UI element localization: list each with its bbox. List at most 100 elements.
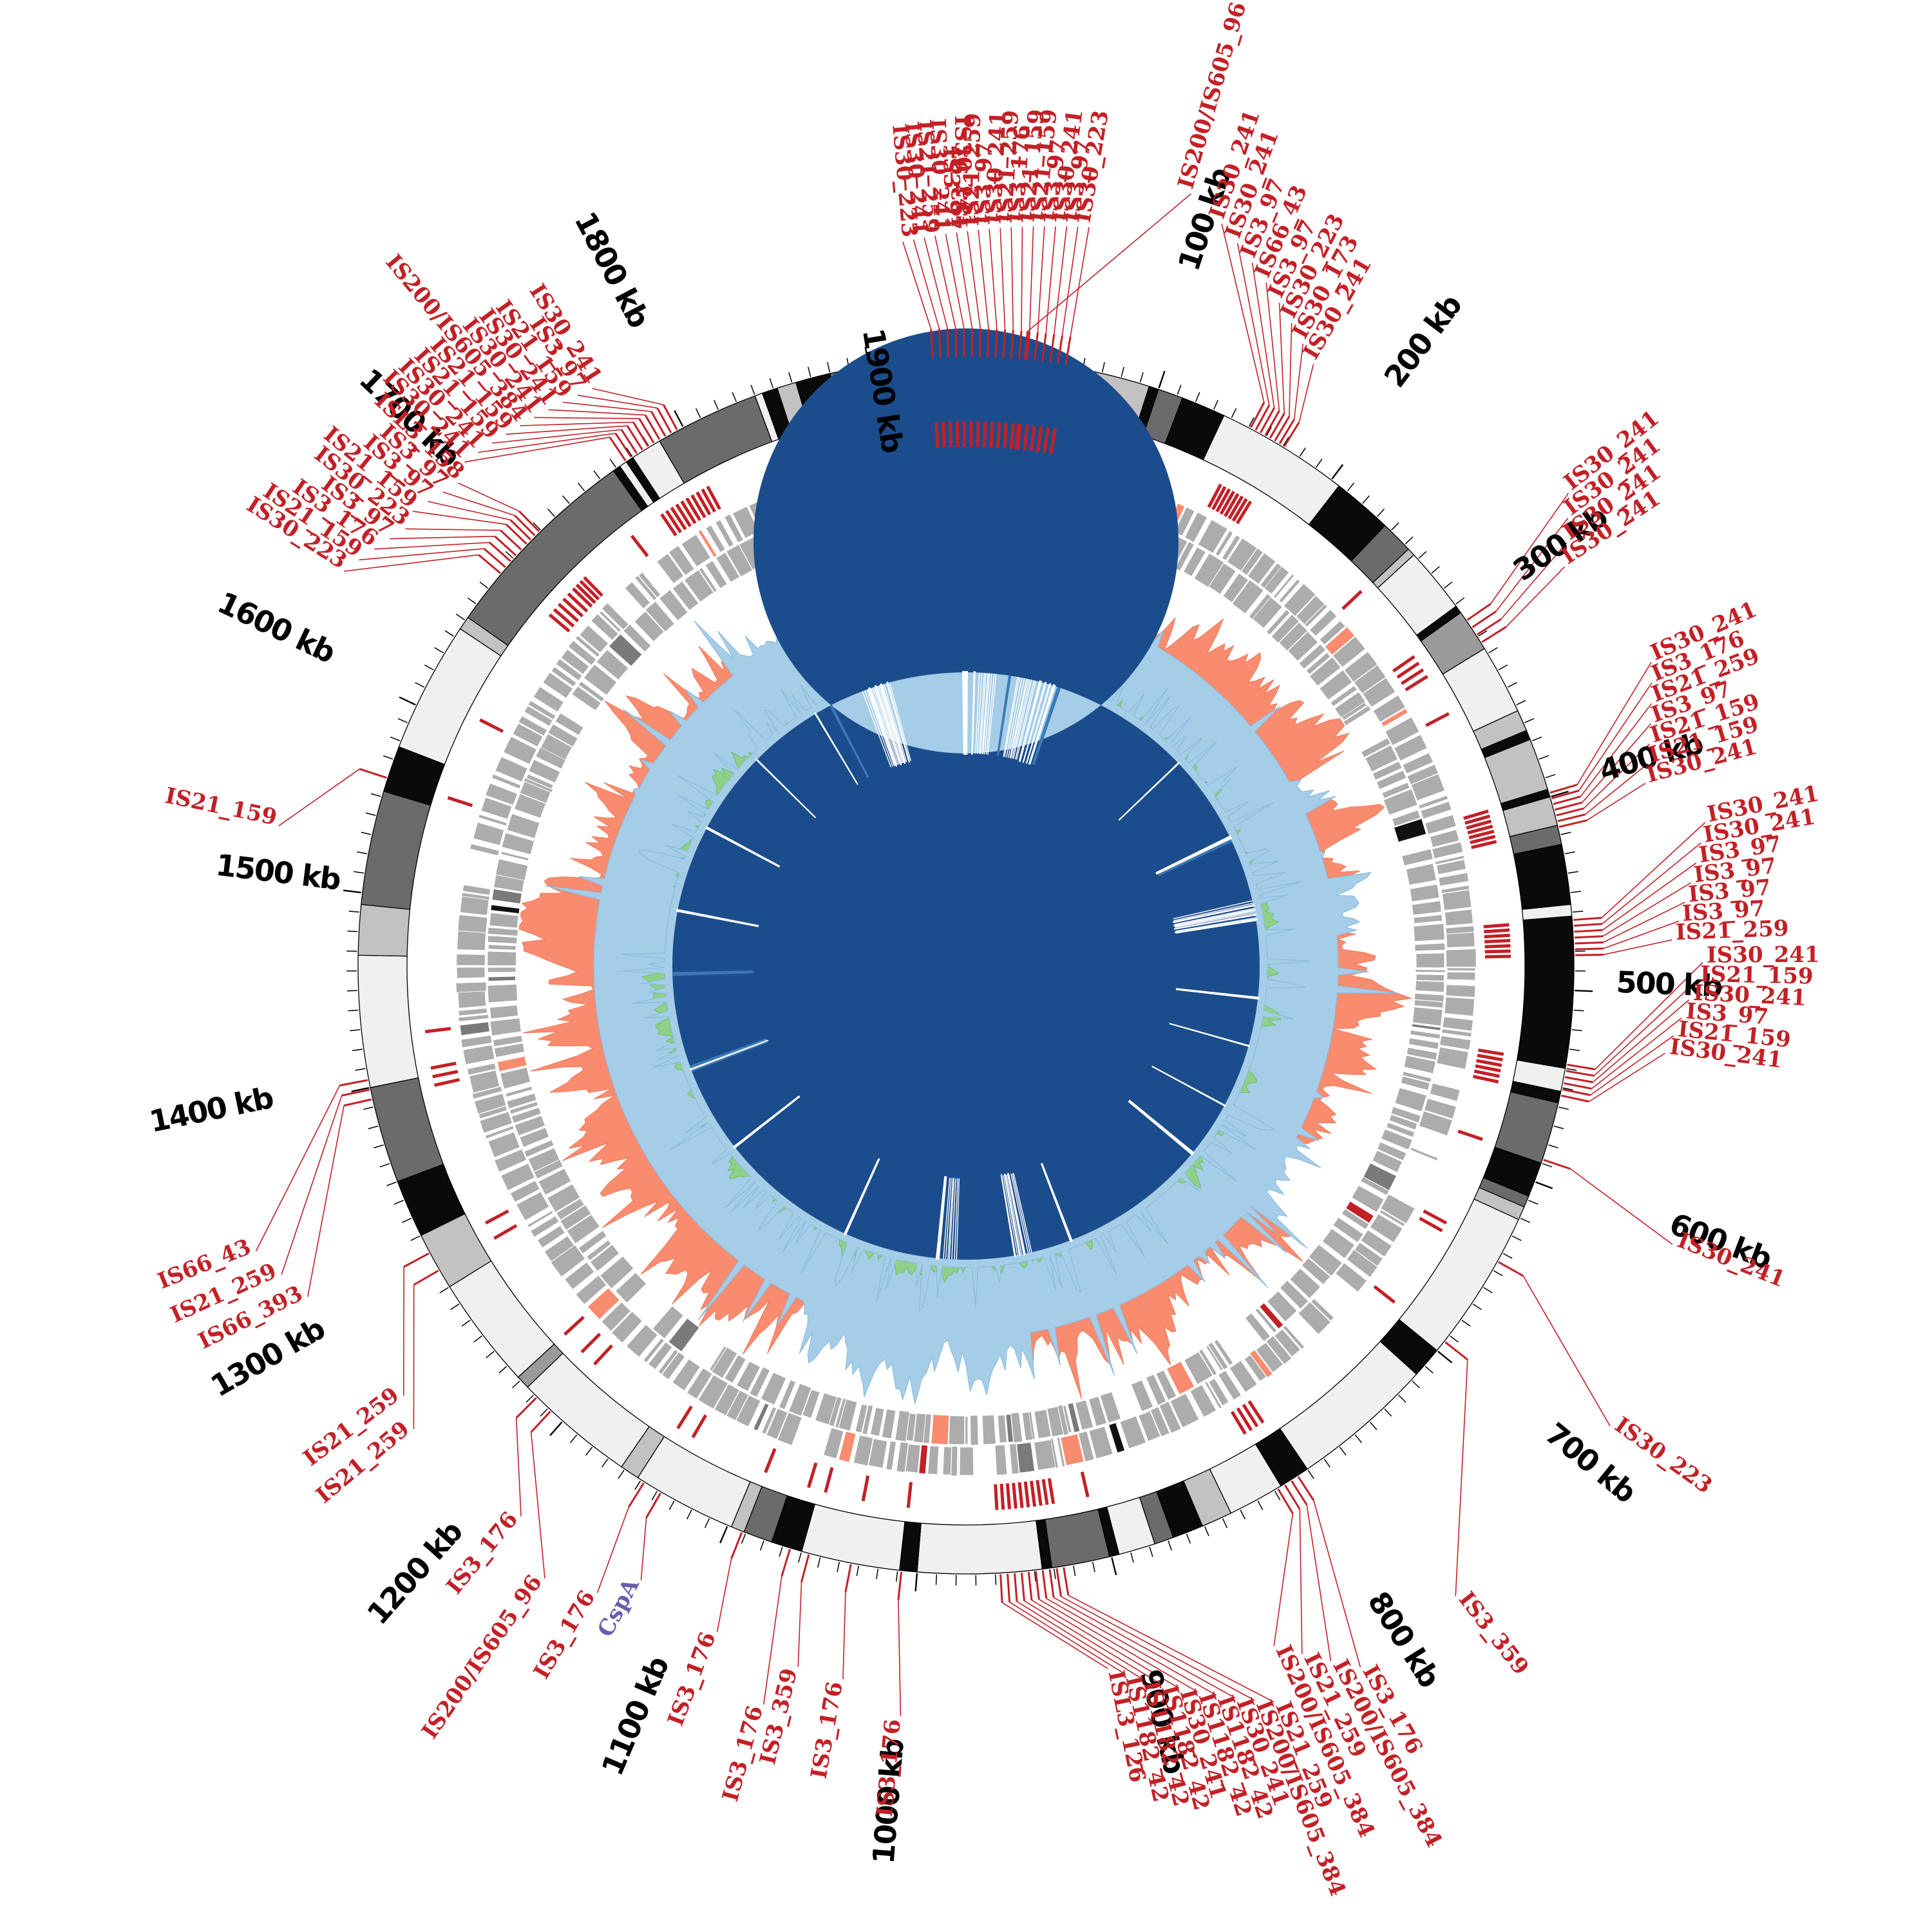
is-label-stem bbox=[1564, 1082, 1592, 1090]
gene-tile bbox=[493, 1036, 522, 1046]
gene-tile bbox=[681, 535, 710, 567]
navy-gap bbox=[935, 1176, 947, 1260]
gene-tile bbox=[1416, 953, 1444, 968]
is-label-leader bbox=[1591, 1018, 1682, 1090]
gene-tile bbox=[1391, 1107, 1421, 1122]
is-label-stem bbox=[626, 425, 643, 451]
gene-tile bbox=[1194, 553, 1224, 587]
tick bbox=[1516, 699, 1526, 706]
is-label-stem bbox=[800, 1554, 810, 1582]
gene-tile bbox=[490, 1018, 521, 1036]
gene-tile bbox=[1232, 580, 1264, 614]
gene-tile bbox=[724, 1355, 746, 1383]
is-inner-mark bbox=[999, 1483, 1005, 1510]
is-label-stem bbox=[1574, 929, 1603, 933]
gene-tile bbox=[1057, 1437, 1065, 1467]
is-label-leader bbox=[1010, 227, 1014, 330]
gene-tile bbox=[949, 1416, 965, 1444]
gene-tile bbox=[470, 844, 499, 856]
is-label-leader bbox=[1602, 862, 1697, 931]
gene-tile bbox=[1442, 1029, 1472, 1037]
tick bbox=[1443, 582, 1453, 589]
gene-tile bbox=[1279, 622, 1307, 650]
kb-tick-label: 200 kb bbox=[1377, 289, 1468, 393]
tick bbox=[424, 664, 434, 670]
tick bbox=[876, 1568, 879, 1580]
is-label-leader bbox=[1037, 226, 1045, 333]
is-label-stem bbox=[663, 404, 678, 430]
is-label-leader bbox=[1588, 1052, 1666, 1103]
gene-tile bbox=[458, 991, 486, 1009]
gene-tile bbox=[712, 1347, 737, 1378]
gene-tile bbox=[473, 822, 504, 846]
gene-tile bbox=[1245, 1313, 1271, 1341]
gene-tile bbox=[500, 1067, 531, 1089]
is-inner-mark bbox=[1211, 486, 1227, 511]
tick bbox=[410, 1235, 421, 1242]
gene-tile bbox=[1310, 610, 1337, 636]
contig-segment bbox=[800, 1503, 905, 1571]
kb-tick-label: 1400 kb bbox=[146, 1080, 276, 1139]
gene-tile bbox=[1447, 968, 1475, 971]
is-label-leader bbox=[1001, 1602, 1108, 1669]
is-label-stem bbox=[1014, 1573, 1018, 1602]
gene-tile bbox=[497, 1056, 527, 1072]
navy-gap bbox=[1118, 761, 1180, 821]
gene-tile bbox=[1299, 644, 1325, 669]
is-inner-mark bbox=[479, 718, 504, 734]
tick bbox=[379, 1163, 390, 1168]
tick bbox=[393, 1200, 404, 1205]
navy-hairline bbox=[951, 1178, 956, 1260]
tick bbox=[779, 1546, 783, 1557]
gene-tile bbox=[548, 724, 578, 747]
tick bbox=[1520, 1218, 1530, 1224]
gene-tile bbox=[1089, 1396, 1106, 1426]
gene-tile bbox=[698, 530, 717, 557]
tick bbox=[1405, 536, 1414, 545]
is-inner-mark bbox=[989, 421, 994, 448]
gene-tile bbox=[662, 1352, 685, 1379]
is-inner-mark bbox=[1468, 829, 1495, 840]
gene-tile bbox=[853, 1435, 873, 1466]
tick bbox=[512, 1380, 520, 1388]
is-label-stem bbox=[1027, 1571, 1033, 1600]
is-element-label: IS3_97 bbox=[947, 145, 973, 228]
gene-tile bbox=[737, 1361, 761, 1391]
gene-tile bbox=[634, 611, 664, 641]
is-inner-mark bbox=[1471, 840, 1497, 849]
tick bbox=[1240, 1510, 1245, 1520]
gene-tile bbox=[919, 1445, 928, 1474]
is-inner-mark bbox=[1023, 424, 1029, 451]
tick bbox=[351, 1087, 370, 1093]
is-inner-mark bbox=[824, 1467, 834, 1493]
gene-tile bbox=[1241, 548, 1263, 575]
gene-tile bbox=[1206, 1346, 1223, 1370]
gene-tile bbox=[1283, 1325, 1305, 1349]
is-inner-mark bbox=[580, 1332, 601, 1354]
is-inner-mark bbox=[1041, 1479, 1049, 1505]
gene-tile bbox=[1028, 1412, 1035, 1439]
is-inner-mark bbox=[685, 497, 702, 522]
gene-tile bbox=[802, 1389, 820, 1418]
gene-tile bbox=[533, 687, 564, 712]
navy-gap bbox=[1155, 835, 1233, 875]
gene-tile bbox=[1363, 677, 1396, 707]
gene-tile bbox=[489, 1005, 518, 1019]
gene-tile bbox=[457, 931, 486, 951]
is-label-leader bbox=[1016, 1601, 1143, 1680]
is-label-leader bbox=[1053, 1596, 1236, 1699]
is-inner-mark bbox=[1400, 668, 1425, 685]
gene-tile bbox=[1421, 801, 1452, 819]
is-label-stem bbox=[1472, 611, 1497, 629]
gene-tile bbox=[639, 573, 661, 598]
tick bbox=[687, 1510, 692, 1520]
gene-tile bbox=[1355, 1242, 1383, 1266]
tick bbox=[914, 1573, 918, 1591]
tick bbox=[1472, 1303, 1482, 1311]
gene-tile bbox=[1260, 563, 1282, 588]
is-inner-mark bbox=[1080, 1472, 1090, 1498]
is-label-leader bbox=[1586, 782, 1645, 821]
navy-blue-sliver bbox=[996, 675, 1012, 756]
gene-tile bbox=[1325, 627, 1355, 655]
tick bbox=[1101, 362, 1105, 373]
